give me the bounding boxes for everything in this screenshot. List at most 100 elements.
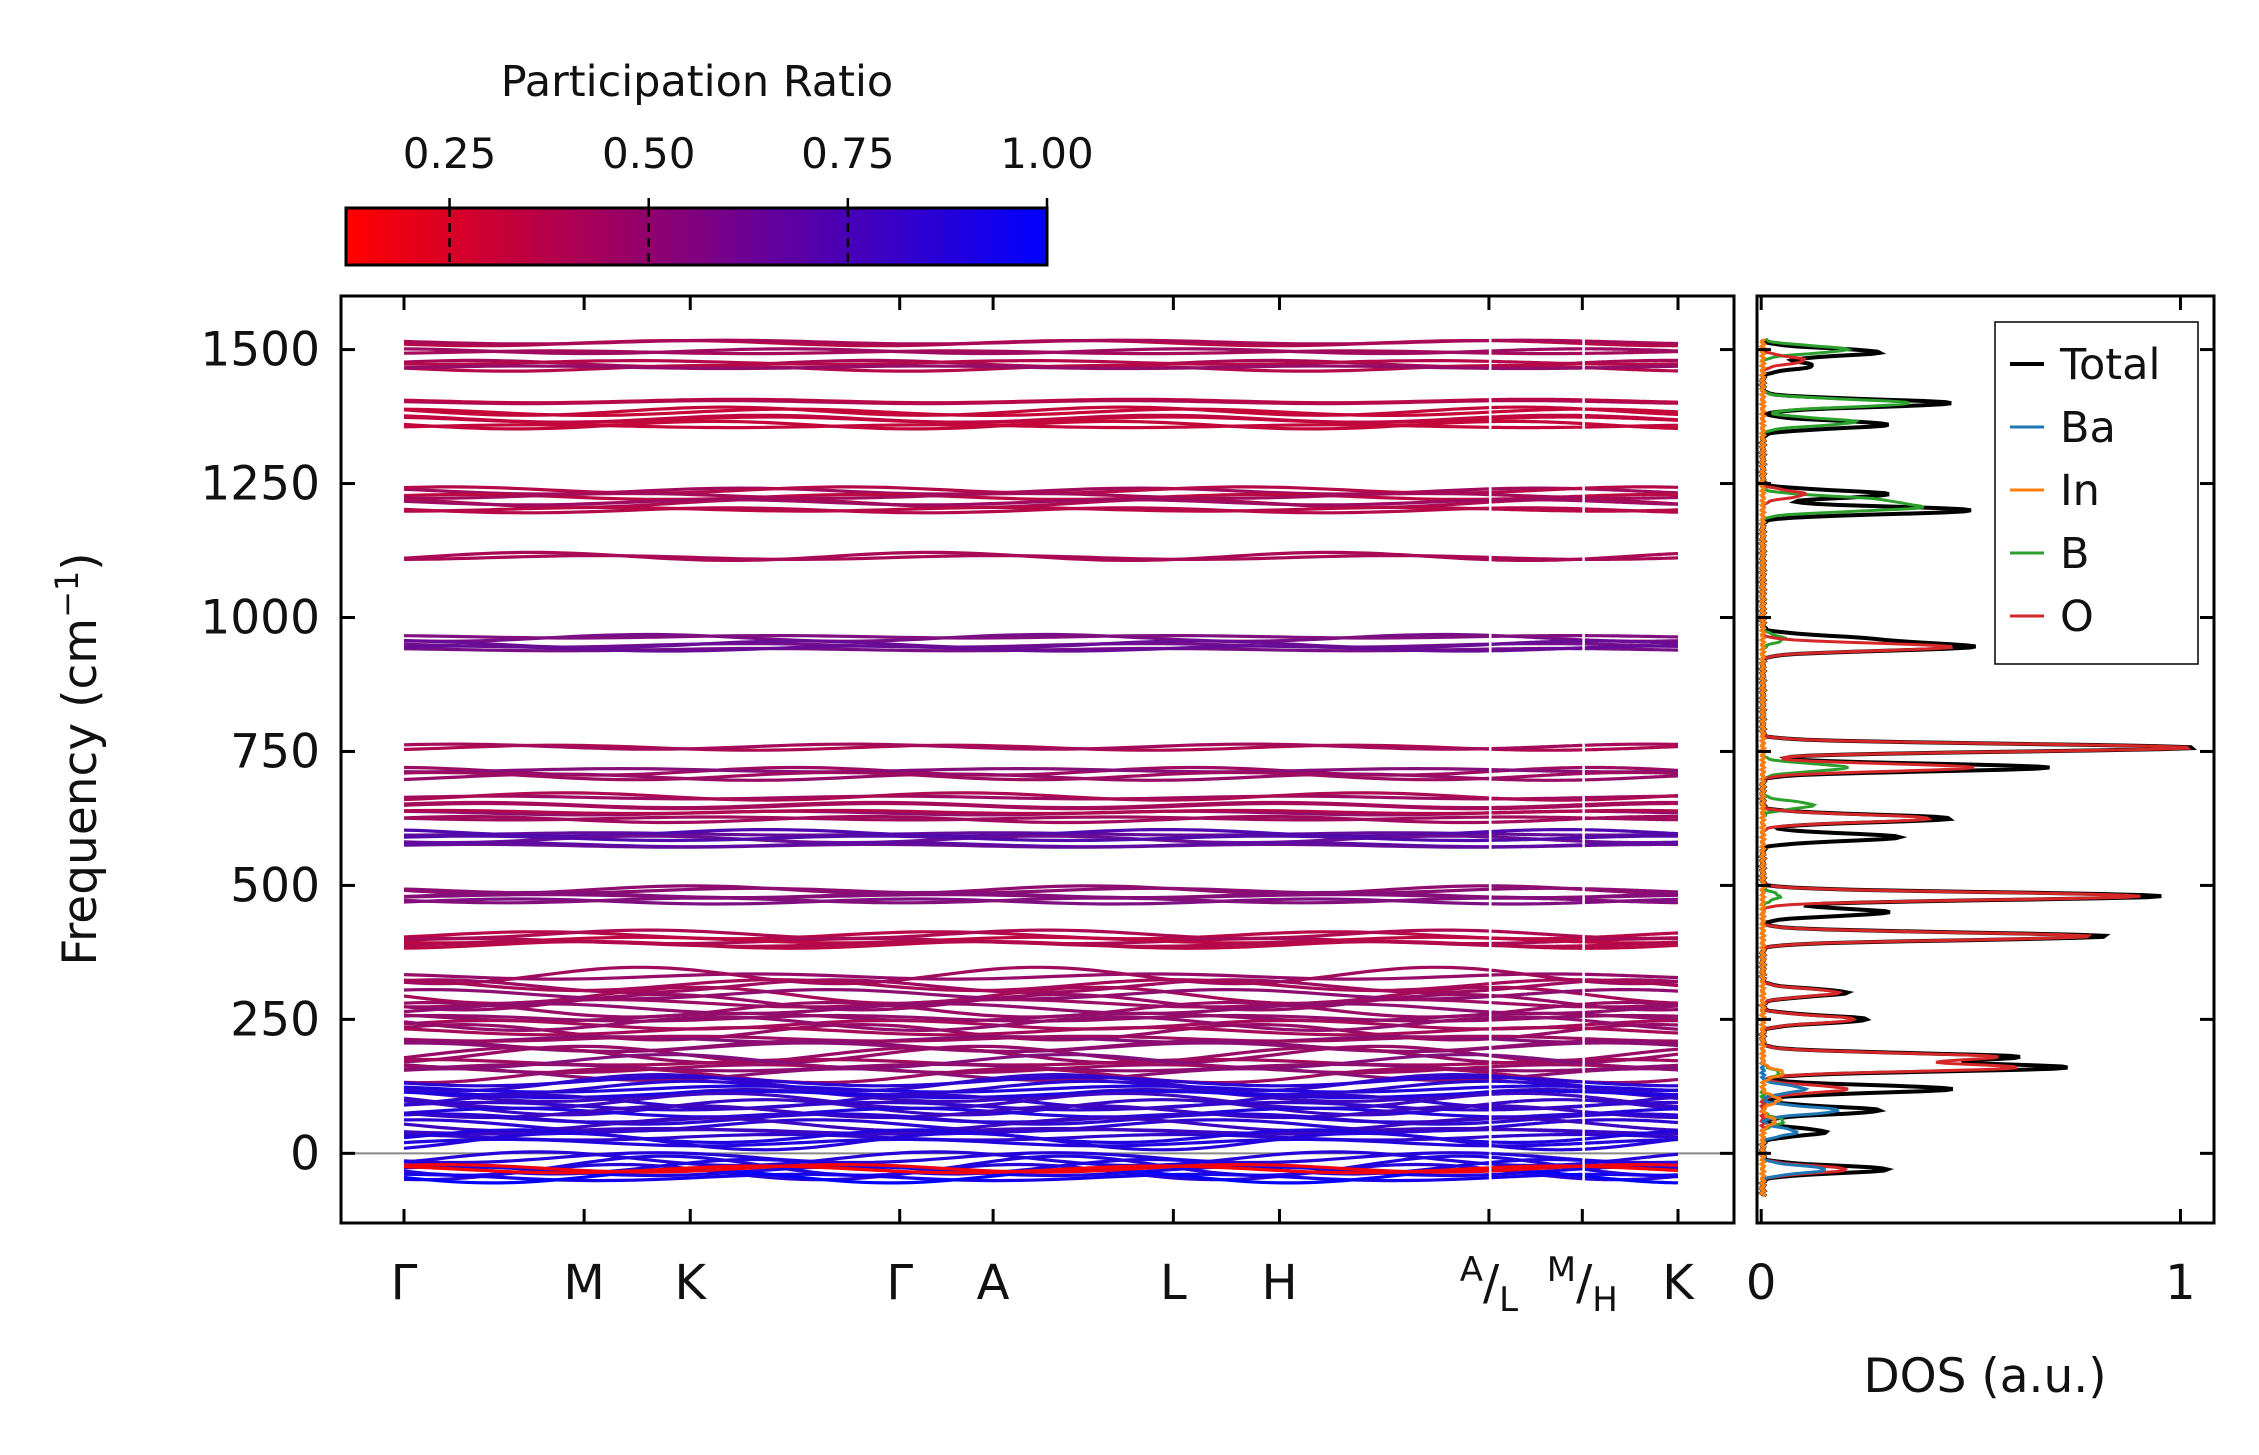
band-line bbox=[1491, 1137, 1583, 1145]
band-line bbox=[1491, 338, 1583, 343]
band-line bbox=[403, 766, 1489, 774]
band-line bbox=[1491, 936, 1583, 944]
band-line bbox=[403, 1026, 1489, 1037]
band-line bbox=[1584, 414, 1678, 422]
colorbar-tick-label: 0.75 bbox=[801, 129, 895, 178]
band-line bbox=[1584, 834, 1678, 840]
band-line bbox=[403, 1075, 1489, 1088]
band-line bbox=[1584, 1000, 1679, 1007]
band-line bbox=[1584, 1112, 1678, 1119]
band-line bbox=[1491, 768, 1583, 774]
band-line bbox=[1491, 347, 1583, 353]
band-line bbox=[1491, 828, 1583, 834]
band-line bbox=[403, 791, 1489, 802]
band-line bbox=[1584, 347, 1679, 353]
k-point-label: Γ bbox=[391, 1255, 418, 1311]
band-line bbox=[1491, 413, 1583, 419]
band-line bbox=[403, 987, 1489, 1001]
band-line bbox=[1584, 891, 1679, 899]
band-line bbox=[1491, 843, 1583, 849]
band-line bbox=[403, 1034, 1489, 1043]
band-line bbox=[1491, 815, 1583, 820]
band-line bbox=[1584, 1118, 1679, 1125]
legend-label: O bbox=[2060, 592, 2094, 642]
dos-lines bbox=[1757, 337, 2198, 1198]
colorbar-gradient bbox=[344, 206, 1049, 267]
band-line bbox=[403, 644, 1489, 653]
band-line bbox=[1584, 485, 1678, 490]
band-line bbox=[403, 770, 1489, 782]
y-tick-label: 250 bbox=[230, 992, 320, 1047]
legend-label: In bbox=[2060, 466, 2100, 516]
band-line bbox=[1491, 943, 1583, 948]
dos-x-tick-label: 1 bbox=[2165, 1255, 2196, 1311]
band-line bbox=[1584, 1129, 1678, 1141]
band-line bbox=[404, 1112, 1489, 1124]
band-line bbox=[403, 834, 1489, 843]
band-line bbox=[1491, 425, 1583, 430]
band-line bbox=[1491, 397, 1583, 402]
k-point-label: M/H bbox=[1547, 1250, 1618, 1320]
band-line bbox=[403, 419, 1489, 431]
dos-frame bbox=[1755, 294, 2216, 1225]
band-line bbox=[1584, 1004, 1679, 1014]
band-line bbox=[1584, 508, 1678, 513]
band-line bbox=[1491, 929, 1583, 939]
band-line bbox=[1491, 1089, 1583, 1094]
band-line bbox=[1584, 745, 1679, 752]
band-line bbox=[403, 1137, 1489, 1148]
band-line bbox=[1491, 1079, 1583, 1089]
band-line bbox=[1491, 634, 1583, 638]
band-line bbox=[403, 347, 1489, 356]
k-point-label: A bbox=[977, 1255, 1010, 1311]
band-line bbox=[1491, 1104, 1583, 1114]
band-line bbox=[1491, 1098, 1583, 1106]
band-line bbox=[1491, 1063, 1583, 1069]
band-line bbox=[1584, 978, 1679, 988]
band-line bbox=[1584, 1080, 1678, 1088]
band-structure-panel: 0 250 500 750 1000 1250 1500 Γ M K Γ A L H A/L M/H K Fre… bbox=[48, 294, 1736, 1320]
band-line bbox=[1584, 1057, 1679, 1063]
y-axis-label: Frequency (cm−1) bbox=[48, 552, 108, 965]
band-line bbox=[1491, 836, 1583, 842]
legend-label: B bbox=[2060, 529, 2090, 579]
colorbar-title: Participation Ratio bbox=[501, 57, 894, 107]
band-line bbox=[1584, 1174, 1679, 1185]
band-line bbox=[1491, 1068, 1583, 1073]
band-line bbox=[1584, 1047, 1679, 1061]
band-line bbox=[1584, 1039, 1679, 1046]
band-line bbox=[403, 1000, 1490, 1019]
band-line bbox=[403, 965, 1490, 986]
band-line bbox=[1584, 339, 1678, 346]
band-line bbox=[403, 1093, 1490, 1111]
band-axes: 0 250 500 750 1000 1250 1500 Γ M K Γ A L H A/L M/H K bbox=[200, 296, 1734, 1320]
band-line bbox=[1491, 1011, 1583, 1016]
band-line bbox=[403, 359, 1489, 366]
band-line bbox=[1491, 493, 1583, 500]
band-line bbox=[1584, 407, 1678, 416]
band-line bbox=[1584, 364, 1678, 370]
band-line bbox=[1491, 507, 1583, 513]
band-line bbox=[1584, 634, 1678, 639]
band-line bbox=[1584, 1172, 1678, 1179]
band-line bbox=[1491, 1034, 1583, 1041]
band-line bbox=[403, 1067, 1489, 1082]
k-point-label: H bbox=[1261, 1255, 1297, 1311]
dos-legend: Total Ba In BO bbox=[1994, 321, 2199, 665]
band-line bbox=[403, 1100, 1489, 1112]
band-line bbox=[1491, 1039, 1583, 1049]
band-line bbox=[1584, 774, 1678, 782]
band-line bbox=[1584, 1026, 1679, 1035]
band-line bbox=[403, 1062, 1489, 1073]
band-line bbox=[1491, 809, 1583, 815]
colorbar: Participation Ratio 0.25 0.50 0.75 1.00 bbox=[344, 57, 1094, 267]
band-line bbox=[1584, 816, 1678, 822]
band-line bbox=[1491, 993, 1583, 1007]
band-line bbox=[403, 550, 1489, 562]
band-line bbox=[403, 939, 1489, 948]
legend-box bbox=[1994, 321, 2199, 665]
band-line bbox=[1491, 1164, 1583, 1173]
band-line bbox=[1491, 978, 1583, 986]
y-tick-label: 1500 bbox=[200, 323, 320, 378]
band-line bbox=[1584, 551, 1679, 561]
